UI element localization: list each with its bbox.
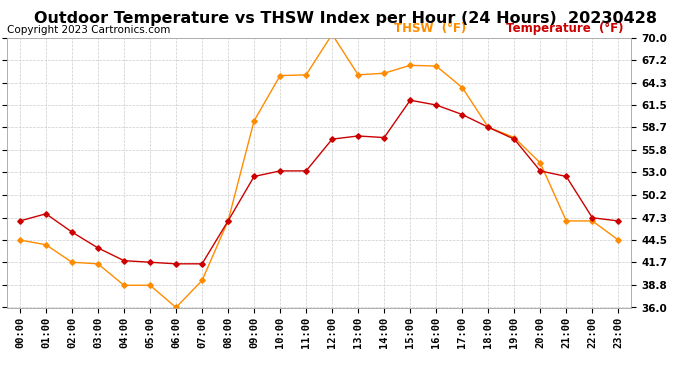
- Text: THSW  (°F): THSW (°F): [394, 22, 466, 35]
- Text: Outdoor Temperature vs THSW Index per Hour (24 Hours)  20230428: Outdoor Temperature vs THSW Index per Ho…: [34, 11, 656, 26]
- Text: Temperature  (°F): Temperature (°F): [506, 22, 624, 35]
- Text: Copyright 2023 Cartronics.com: Copyright 2023 Cartronics.com: [7, 25, 170, 35]
